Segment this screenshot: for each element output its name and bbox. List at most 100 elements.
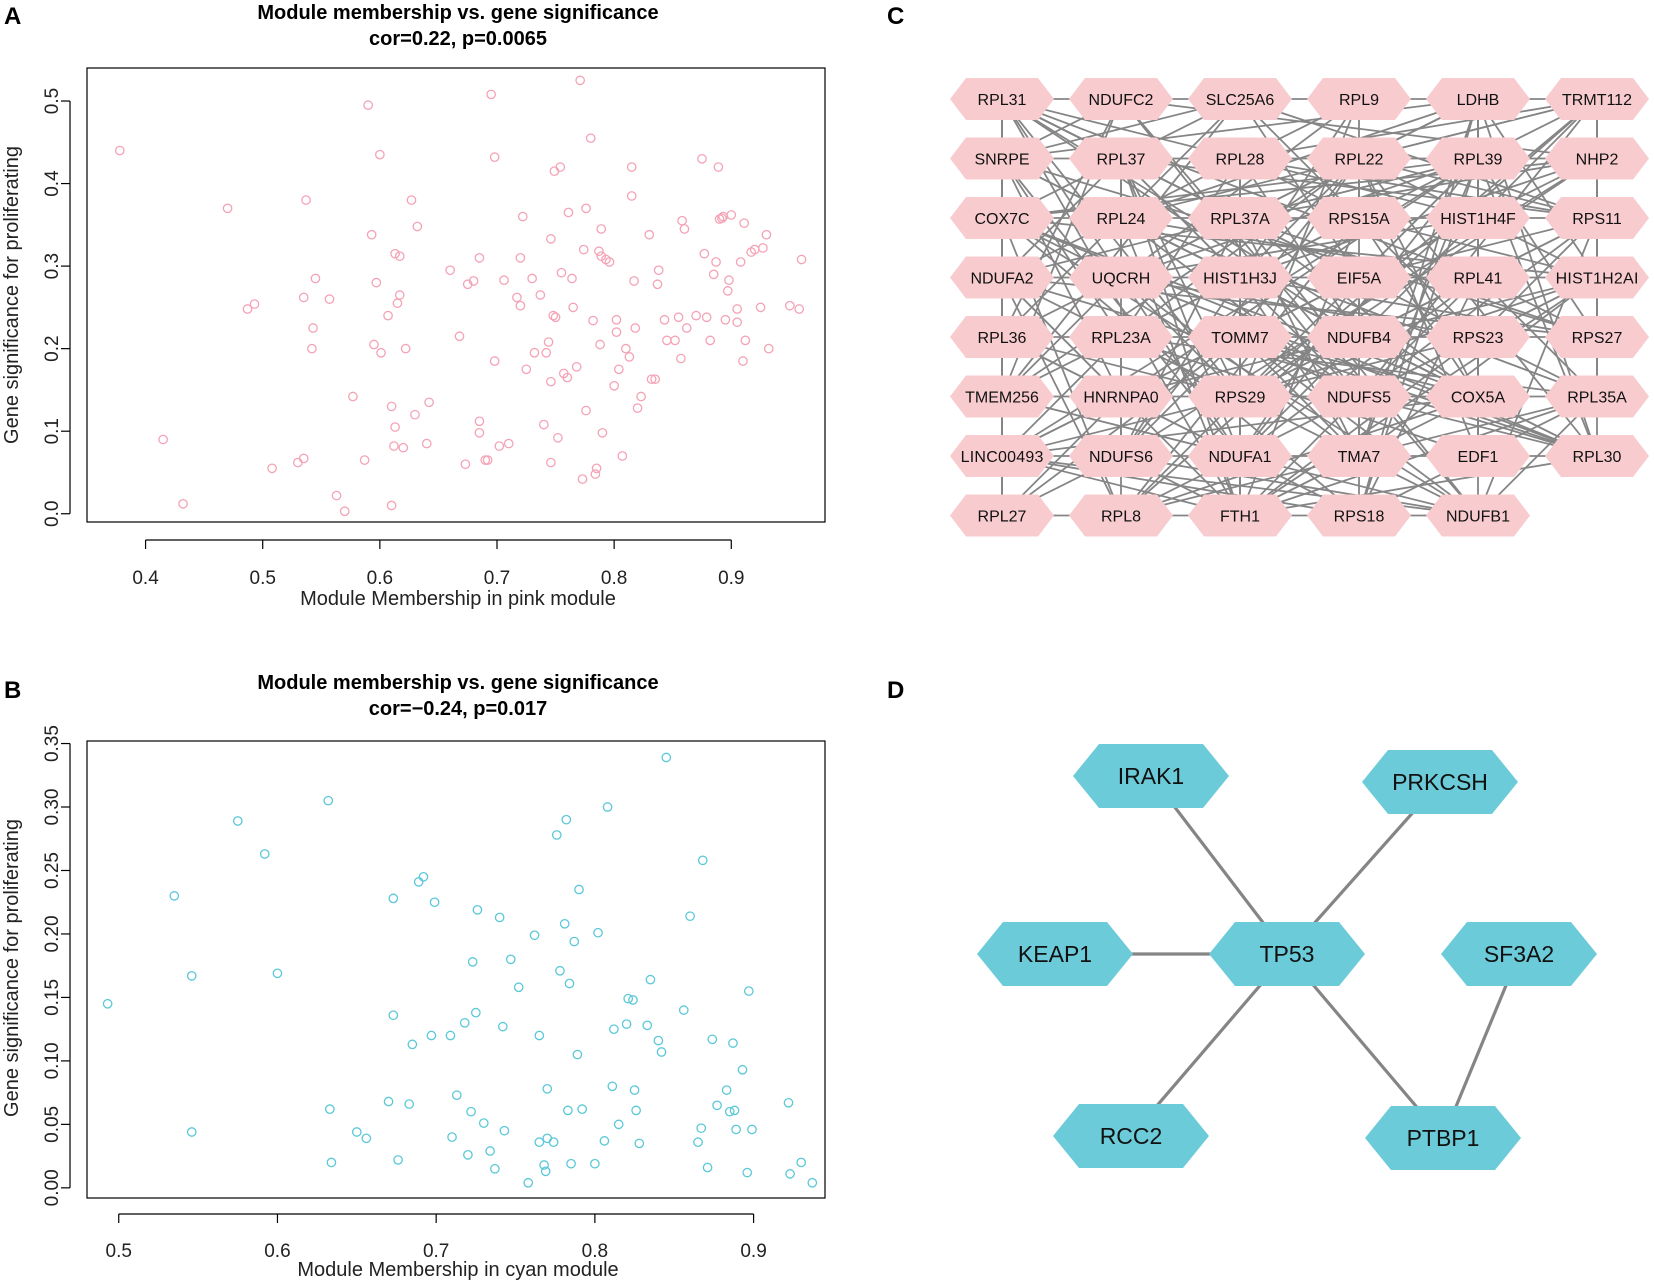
network-c-node-label: COX5A: [1451, 390, 1506, 407]
network-c-node-label: LDHB: [1457, 92, 1500, 109]
scatter-point: [636, 391, 646, 402]
scatter-point: [376, 347, 386, 358]
scatter-point: [629, 276, 639, 286]
scatter-point: [724, 1106, 735, 1117]
scatter-point: [298, 453, 309, 464]
network-c-node-shape: [1069, 137, 1173, 180]
scatter-point: [454, 331, 465, 342]
network-c-node: NDUFA1: [1188, 435, 1292, 477]
y-tick-label: 0.3: [42, 253, 63, 279]
scatter-point: [539, 1160, 549, 1170]
network-d-node-shape: [1209, 922, 1365, 986]
network-c-node: RPS18: [1307, 494, 1411, 537]
network-c-node-shape: [1069, 78, 1173, 120]
scatter-panel-b: Module membership vs. gene significance …: [1, 672, 826, 1281]
network-c-edge: [1239, 395, 1598, 517]
scatter-point: [564, 978, 575, 989]
network-c-node: EDF1: [1426, 435, 1530, 477]
scatter-point: [739, 218, 750, 229]
network-c-node-shape: [1069, 435, 1173, 477]
scatter-point: [551, 830, 562, 840]
scatter-point: [604, 257, 615, 267]
y-tick-label: 0.0: [42, 501, 63, 527]
scatter-point: [503, 438, 514, 449]
network-c-node-shape: [950, 316, 1054, 358]
scatter-point: [421, 438, 432, 449]
chart-title-b: Module membership vs. gene significance: [257, 672, 658, 694]
network-c-node: RPL37A: [1188, 197, 1292, 239]
x-tick-label: 0.7: [484, 568, 510, 589]
scatter-point: [513, 982, 524, 993]
y-tick-label: 0.30: [42, 789, 63, 826]
scatter-point: [609, 1024, 619, 1035]
scatter-point: [259, 849, 270, 859]
network-c-node: RPS29: [1188, 375, 1292, 418]
network-d-node-label: PRKCSH: [1392, 769, 1488, 795]
network-c-node: RPL22: [1307, 137, 1411, 180]
network-c-node: RPS23: [1426, 316, 1530, 358]
network-c-node-shape: [1426, 316, 1530, 358]
y-tick-label: 0.10: [42, 1042, 63, 1079]
scatter-point: [512, 292, 522, 303]
scatter-point: [499, 275, 509, 285]
network-c-node-shape: [1307, 375, 1411, 418]
scatter-point: [298, 292, 309, 303]
scatter-point: [702, 1162, 713, 1173]
scatter-point: [550, 312, 561, 323]
y-tick-label: 0.4: [42, 170, 63, 197]
scatter-point: [331, 490, 342, 501]
scatter-point: [410, 409, 420, 420]
network-c-node-label: RPS15A: [1328, 211, 1390, 228]
scatter-point: [463, 1149, 473, 1160]
network-c-node-label: NDUFA1: [1208, 449, 1271, 466]
scatter-point: [529, 930, 540, 941]
network-c-node: TRMT112: [1545, 78, 1649, 120]
scatter-point: [681, 323, 692, 333]
scatter-point: [646, 374, 657, 385]
network-c-node: SNRPE: [950, 137, 1054, 180]
scatter-point: [593, 927, 603, 938]
scatter-point: [361, 1133, 372, 1144]
network-c-node-shape: [1188, 375, 1292, 418]
network-d-nodes: IRAK1 PRKCSH KEAP1 TP53 SF3A2 RCC2 PTBP1: [977, 744, 1597, 1170]
network-c-node: RPL23A: [1069, 316, 1173, 358]
scatter-point: [568, 302, 578, 313]
network-c-node: TMEM256: [950, 375, 1054, 418]
scatter-point: [460, 459, 471, 470]
network-c-node-shape: [950, 197, 1054, 239]
scatter-point: [386, 500, 397, 511]
scatter-point: [555, 965, 565, 976]
scatter-point: [293, 457, 303, 468]
scatter-point: [467, 957, 478, 967]
scatter-point: [543, 337, 554, 347]
network-c-node: RPL30: [1545, 435, 1649, 477]
scatter-point: [308, 323, 318, 333]
scatter-point: [562, 372, 573, 383]
scatter-point: [114, 145, 125, 156]
network-c-node: RPS27: [1545, 316, 1649, 358]
scatter-point: [561, 814, 572, 825]
network-c-node-shape: [1188, 197, 1292, 239]
scatter-point: [222, 203, 233, 214]
points-a: [114, 75, 807, 517]
network-c-node: RPL37: [1069, 137, 1173, 180]
y-tick-label: 0.1: [42, 418, 63, 444]
scatter-point: [426, 1030, 437, 1041]
network-c-node: NDUFS5: [1307, 375, 1411, 418]
network-c-node-shape: [1307, 137, 1411, 180]
scatter-point: [717, 213, 727, 224]
network-c-node-shape: [950, 375, 1054, 418]
scatter-point: [650, 374, 660, 385]
scatter-point: [323, 795, 334, 806]
scatter-point: [324, 1104, 335, 1114]
network-c-node-shape: [1545, 256, 1649, 299]
network-c-node-label: RPL30: [1573, 449, 1622, 466]
scatter-point: [548, 310, 559, 321]
network-c-node-label: TMEM256: [965, 390, 1039, 407]
network-c-edge: [1120, 395, 1479, 517]
scatter-point: [602, 802, 613, 812]
scatter-point: [535, 290, 546, 300]
scatter-point: [629, 1085, 640, 1095]
scatter-point: [478, 1118, 489, 1128]
network-c-node-label: TRMT112: [1562, 92, 1632, 109]
